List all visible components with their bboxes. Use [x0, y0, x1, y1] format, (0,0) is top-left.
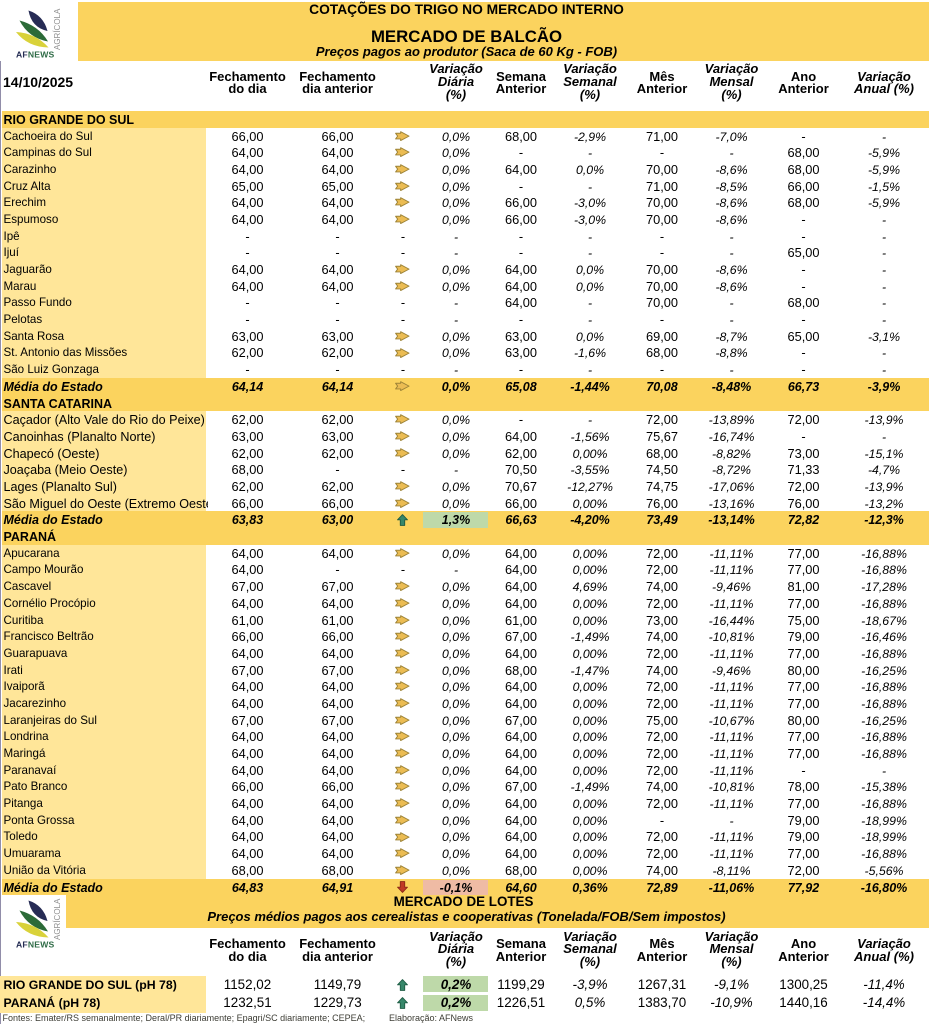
svg-text:AGRÍCOLA: AGRÍCOLA: [53, 8, 62, 50]
svg-text:AGRÍCOLA: AGRÍCOLA: [53, 898, 62, 940]
svg-text:AFNEWS: AFNEWS: [16, 940, 55, 950]
svg-text:AFNEWS: AFNEWS: [16, 50, 55, 60]
